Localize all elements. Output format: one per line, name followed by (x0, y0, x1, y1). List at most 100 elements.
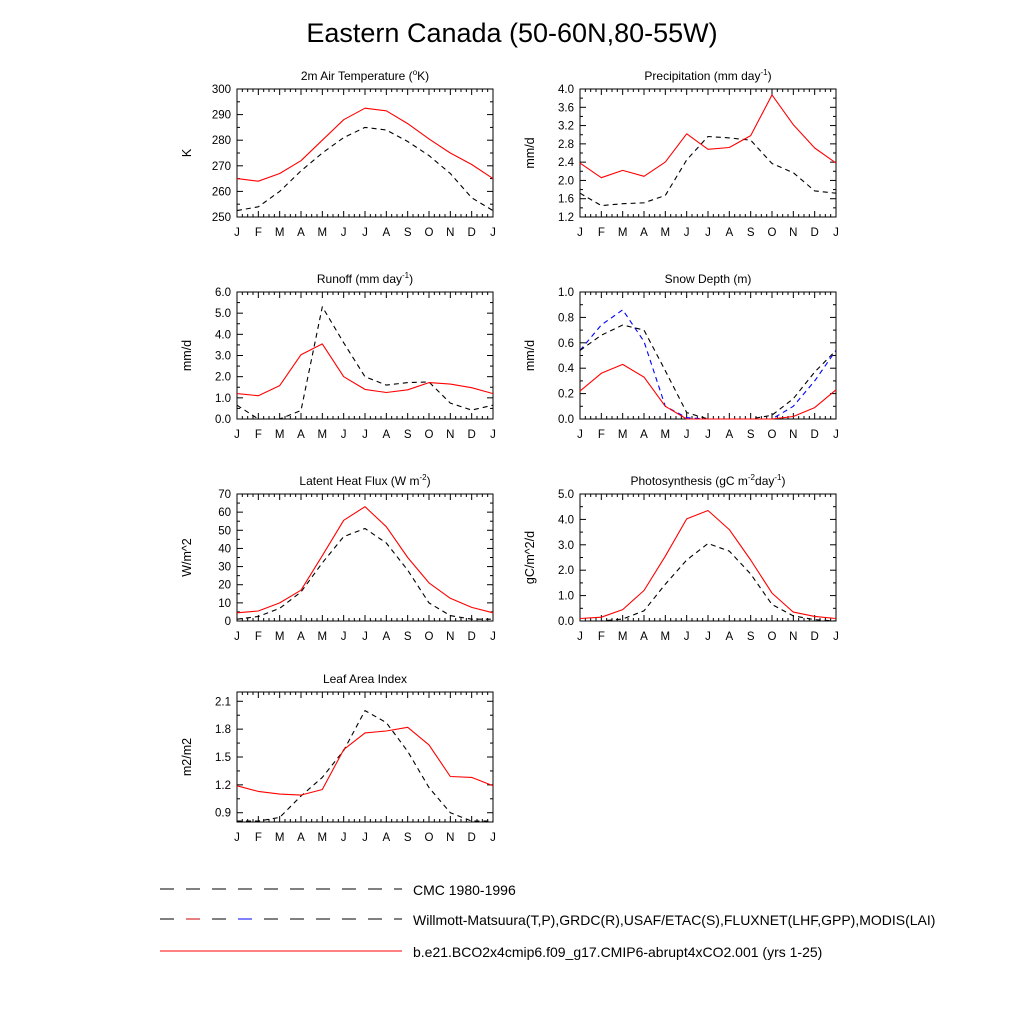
x-tick-label: J (705, 429, 711, 441)
y-tick-label: 50 (218, 525, 231, 537)
series-line-obs (236, 527, 493, 620)
x-tick-label: A (725, 429, 733, 441)
y-tick-label: 2.0 (215, 372, 231, 384)
plot-frame (236, 291, 494, 420)
x-tick-label: M (275, 832, 285, 844)
series-line-obs (236, 126, 494, 212)
y-tick-label: 2.0 (558, 175, 574, 187)
y-tick-label: 0.6 (558, 338, 574, 350)
y-tick-label: 280 (212, 135, 231, 147)
x-tick-label: S (747, 227, 755, 239)
series-line-obs (579, 135, 837, 207)
x-tick-label: A (297, 429, 305, 441)
x-tick-label: A (725, 631, 733, 643)
x-tick-label: J (341, 832, 347, 844)
y-tick-label: 1.0 (215, 393, 231, 405)
series-line-model (236, 107, 494, 182)
legend-label-cmc: CMC 1980-1996 (413, 882, 516, 898)
chart-title: Latent Heat Flux (W m-2) (299, 473, 430, 488)
x-tick-label: J (684, 227, 690, 239)
x-tick-label: N (446, 227, 454, 239)
chart-title: 2m Air Temperature (oK) (301, 68, 429, 83)
x-tick-label: J (705, 227, 711, 239)
x-tick-label: J (362, 227, 368, 239)
x-tick-label: D (811, 429, 819, 441)
x-tick-label: A (640, 631, 648, 643)
legend-label-model: b.e21.BCO2x4cmip6.f09_g17.CMIP6-abrupt4x… (413, 944, 823, 960)
y-tick-label: 4.0 (558, 84, 574, 96)
x-tick-label: D (468, 631, 476, 643)
x-tick-label: J (577, 429, 583, 441)
x-tick-label: M (661, 429, 671, 441)
y-tick-label: 2.8 (558, 139, 574, 151)
x-tick-label: M (275, 631, 285, 643)
x-tick-label: S (747, 429, 755, 441)
x-tick-label: N (446, 832, 454, 844)
y-axis-label: K (180, 148, 194, 157)
y-tick-label: 0.0 (558, 616, 574, 628)
x-tick-label: A (382, 832, 390, 844)
x-tick-label: O (768, 227, 777, 239)
y-tick-label: 3.6 (558, 102, 574, 114)
x-tick-label: J (341, 631, 347, 643)
x-tick-label: M (275, 227, 285, 239)
series-line-model (579, 363, 837, 420)
y-tick-label: 3.2 (558, 121, 574, 133)
x-tick-label: O (425, 429, 434, 441)
x-tick-label: O (425, 631, 434, 643)
x-tick-label: J (362, 429, 368, 441)
x-tick-label: J (362, 832, 368, 844)
series-line-obs-blue (579, 309, 837, 420)
y-tick-label: 0.4 (558, 363, 575, 375)
chart-title: Precipitation (mm day-1) (644, 68, 771, 83)
series-line-obs (580, 542, 837, 622)
x-tick-label: J (234, 429, 240, 441)
x-tick-label: J (684, 631, 690, 643)
series-line-obs (236, 306, 494, 420)
x-tick-label: J (577, 227, 583, 239)
x-tick-label: M (318, 227, 328, 239)
y-tick-label: 3.0 (215, 351, 231, 363)
chart-panel-3: J F M A M J J A S O N D J0.01.02.03.04.05.06.0Runoff… (180, 271, 496, 441)
x-tick-label: S (404, 631, 412, 643)
y-tick-label: 290 (212, 110, 231, 122)
x-tick-label: F (255, 429, 262, 441)
x-tick-label: D (468, 832, 476, 844)
x-tick-label: J (362, 631, 368, 643)
x-tick-label: J (490, 832, 496, 844)
x-tick-label: M (661, 227, 671, 239)
x-tick-label: S (404, 227, 412, 239)
y-tick-label: 3.0 (558, 540, 574, 552)
x-tick-label: J (490, 631, 496, 643)
y-tick-label: 0.2 (558, 389, 574, 401)
legend-label-obs: Willmott-Matsuura(T,P),GRDC(R),USAF/ETAC… (413, 912, 936, 928)
x-tick-label: M (318, 832, 328, 844)
y-tick-label: 5.0 (558, 489, 574, 501)
y-tick-label: 2.4 (558, 157, 575, 169)
x-tick-label: S (404, 429, 412, 441)
y-tick-label: 4.0 (215, 329, 231, 341)
y-tick-label: 0.8 (558, 312, 574, 324)
x-tick-label: O (425, 227, 434, 239)
y-tick-label: 2.0 (558, 565, 574, 577)
y-axis-label: mm/d (523, 340, 537, 371)
x-tick-label: J (341, 429, 347, 441)
y-tick-label: 1.2 (558, 212, 574, 224)
y-tick-label: 250 (212, 212, 231, 224)
x-tick-label: J (234, 631, 240, 643)
x-tick-label: J (234, 227, 240, 239)
y-tick-label: 6.0 (215, 287, 231, 299)
x-tick-label: F (255, 832, 262, 844)
chart-title: Runoff (mm day-1) (317, 271, 413, 286)
x-tick-label: D (468, 227, 476, 239)
y-tick-label: 1.6 (558, 194, 574, 206)
x-tick-label: M (275, 429, 285, 441)
y-tick-label: 0.0 (215, 414, 231, 426)
y-tick-label: 0 (225, 616, 231, 628)
page-title: Eastern Canada (50-60N,80-55W) (306, 18, 718, 48)
plot-frame (579, 291, 837, 420)
chart-panel-6: J F M A M J J A S O N D J0.01.02.03.04.05.0Photosynt… (523, 473, 839, 643)
x-tick-label: S (747, 631, 755, 643)
